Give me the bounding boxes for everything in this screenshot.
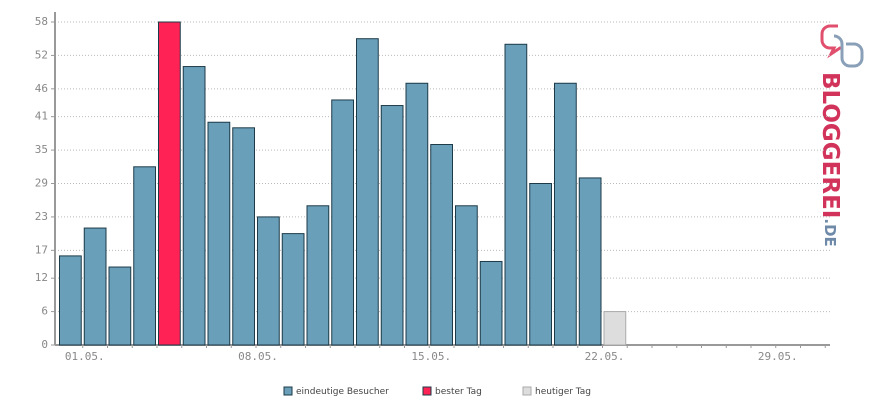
logo-bubble-red xyxy=(820,24,842,59)
bar xyxy=(257,216,280,346)
bar xyxy=(232,127,255,346)
bar xyxy=(356,38,379,346)
y-tick-label: 46 xyxy=(35,82,48,95)
bar xyxy=(479,260,503,346)
legend-label: eindeutige Besucher xyxy=(296,387,389,397)
y-tick-label: 52 xyxy=(35,48,48,61)
bar xyxy=(603,311,627,346)
legend-label: heutiger Tag xyxy=(535,387,591,397)
legend-swatch xyxy=(422,386,432,396)
y-tick-label: 12 xyxy=(35,271,48,284)
legend-swatch xyxy=(522,386,532,396)
bar xyxy=(182,66,206,346)
bar xyxy=(133,166,156,346)
y-tick-label: 23 xyxy=(35,210,48,223)
legend-label: bester Tag xyxy=(435,387,482,397)
logo-bubble-blue xyxy=(833,34,864,68)
bar xyxy=(554,82,577,346)
y-tick-label: 29 xyxy=(35,177,48,190)
y-tick-label: 17 xyxy=(35,243,48,256)
bar xyxy=(59,255,82,346)
x-tick-label: 15.05. xyxy=(411,350,451,363)
x-tick-label: 08.05. xyxy=(238,350,278,363)
bar xyxy=(455,205,478,346)
y-tick-label: 0 xyxy=(41,338,48,351)
x-tick-label: 29.05. xyxy=(758,350,798,363)
y-tick-label: 58 xyxy=(35,15,48,28)
bar xyxy=(504,43,528,346)
y-tick-label: 6 xyxy=(41,305,48,318)
bar xyxy=(380,105,404,346)
logo-text: BLOGGEREI.DE xyxy=(818,72,844,247)
y-tick-label: 35 xyxy=(35,143,48,156)
bar xyxy=(108,266,132,346)
bar xyxy=(306,205,330,346)
bar xyxy=(83,227,107,346)
bar xyxy=(207,121,231,346)
bar xyxy=(578,177,602,346)
x-tick-label: 01.05. xyxy=(65,350,105,363)
bar xyxy=(158,21,181,346)
logo-suffix: .DE xyxy=(822,218,840,246)
y-tick-label: 41 xyxy=(35,110,48,123)
bar xyxy=(331,99,354,346)
bar xyxy=(529,183,552,346)
bar xyxy=(430,144,453,346)
x-tick-label: 22.05. xyxy=(585,350,625,363)
logo-main: BLOGGEREI xyxy=(818,72,844,218)
bar xyxy=(405,82,429,346)
legend-swatch xyxy=(283,386,293,396)
logo-icon xyxy=(820,24,864,68)
bar xyxy=(281,233,305,346)
